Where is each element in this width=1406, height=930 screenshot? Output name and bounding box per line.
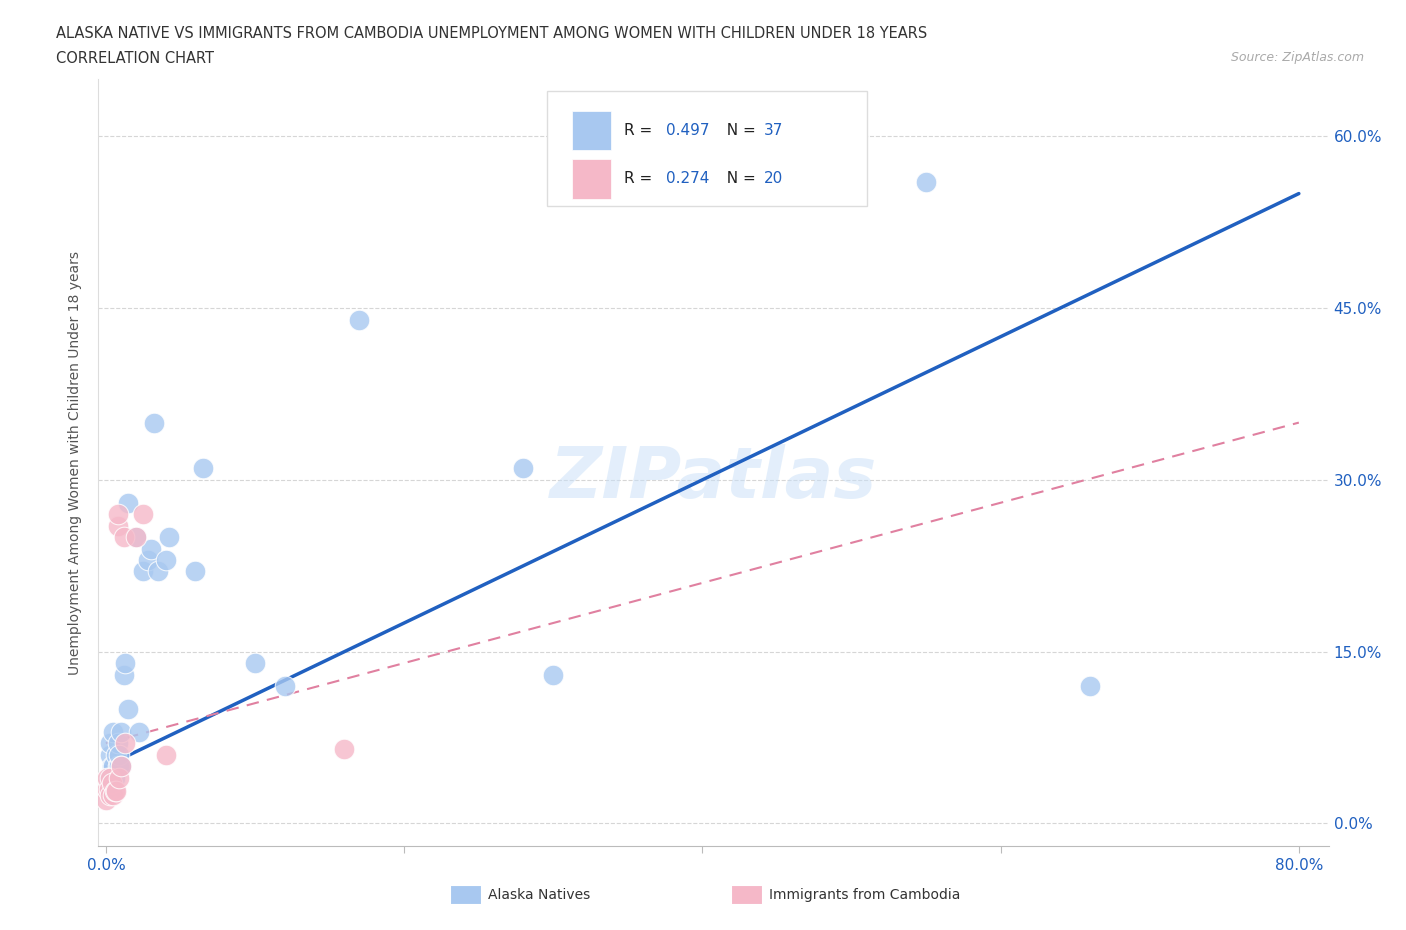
Point [98,736,121,751]
Text: N =: N = [717,123,761,138]
Point [101,759,124,774]
Point [157,530,180,545]
Point [114,656,136,671]
FancyBboxPatch shape [572,111,612,151]
Point [108,747,131,762]
Point [107,736,129,751]
Point [107,507,129,522]
Point [915,175,938,190]
Point [155,552,177,567]
Point [112,667,135,682]
Point [243,656,266,671]
Point [125,530,148,545]
Text: Alaska Natives: Alaska Natives [488,887,591,902]
Point [110,759,132,774]
Point [114,736,136,751]
Point [105,784,128,799]
Point [104,784,127,799]
Point [107,518,129,533]
Point [1078,679,1101,694]
Point [132,507,155,522]
Text: Source: ZipAtlas.com: Source: ZipAtlas.com [1230,51,1364,64]
Text: 20: 20 [763,171,783,186]
Point [107,759,129,774]
Point [125,530,148,545]
Point [103,788,125,803]
Point [108,759,131,774]
Point [142,415,165,430]
Point [96,770,118,785]
Point [98,788,121,803]
Point [103,759,125,774]
Point [103,724,125,739]
Text: ALASKA NATIVE VS IMMIGRANTS FROM CAMBODIA UNEMPLOYMENT AMONG WOMEN WITH CHILDREN: ALASKA NATIVE VS IMMIGRANTS FROM CAMBODI… [56,26,928,41]
Point [110,724,132,739]
Text: CORRELATION CHART: CORRELATION CHART [56,51,214,66]
Point [105,747,128,762]
Point [96,781,118,796]
Point [146,564,169,578]
Point [98,770,121,785]
Point [184,564,207,578]
Point [117,496,139,511]
Y-axis label: Unemployment Among Women with Children Under 18 years: Unemployment Among Women with Children U… [69,251,83,674]
Point [97,770,120,785]
Text: 0.497: 0.497 [665,123,709,138]
Text: R =: R = [624,123,657,138]
FancyBboxPatch shape [547,90,868,206]
Point [136,552,159,567]
Point [101,776,124,790]
Text: Immigrants from Cambodia: Immigrants from Cambodia [769,887,960,902]
Point [112,530,135,545]
Point [94,793,117,808]
Point [98,747,121,762]
Point [128,724,150,739]
Point [512,461,534,476]
Point [541,667,564,682]
Text: 37: 37 [763,123,783,138]
Point [191,461,214,476]
Point [349,312,371,327]
Point [117,701,139,716]
Point [333,741,356,756]
Point [132,564,155,578]
Point [108,770,131,785]
Point [104,770,127,785]
Point [139,541,162,556]
Text: N =: N = [717,171,761,186]
Point [97,781,120,796]
FancyBboxPatch shape [572,159,612,199]
Text: R =: R = [624,171,657,186]
Point [155,747,177,762]
Text: 0.274: 0.274 [665,171,709,186]
Point [101,781,124,796]
Point [110,759,132,774]
Point [274,679,297,694]
Text: ZIPatlas: ZIPatlas [550,444,877,512]
